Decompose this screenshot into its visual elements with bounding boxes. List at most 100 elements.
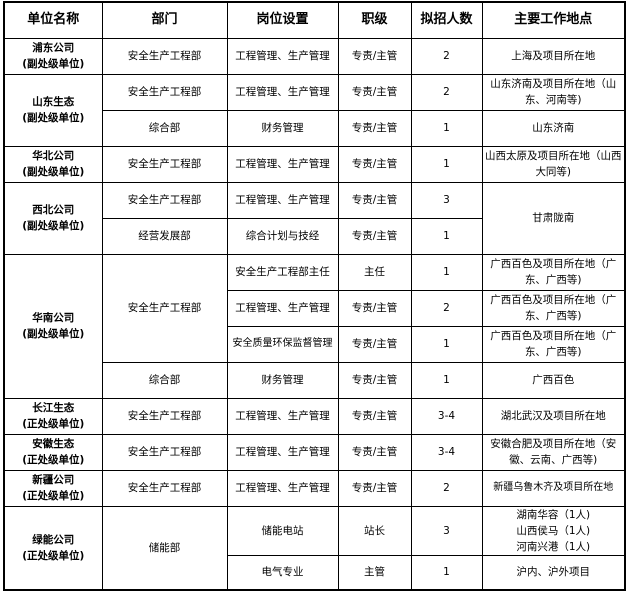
count-cell: 1 [410,554,483,591]
post-cell: 工程管理、生产管理 [226,73,339,111]
place-cell: 广西百色 [481,361,626,399]
grade-cell: 专责/主管 [337,433,412,471]
grade-cell: 专责/主管 [337,469,412,507]
place-cell: 安徽合肥及项目所在地（安徽、云南、广西等) [481,433,626,471]
dept-cell: 安全生产工程部 [101,469,228,507]
post-cell: 工程管理、生产管理 [226,397,339,435]
table-row: 新疆公司 (正处级单位) 安全生产工程部 工程管理、生产管理 专责/主管 2 新疆… [3,469,626,507]
header-post: 岗位设置 [226,1,339,39]
count-cell: 3-4 [410,397,483,435]
place-cell: 山东济南 [481,109,626,147]
table-row: 华北公司 (副处级单位) 安全生产工程部 工程管理、生产管理 专责/主管 1 山西… [3,145,626,183]
place-cell: 广西百色及项目所在地（广东、广西等) [481,253,626,291]
dept-cell: 安全生产工程部 [101,433,228,471]
dept-cell: 综合部 [101,109,228,147]
unit-cell: 华北公司 (副处级单位) [3,145,103,183]
table-row: 长江生态 (正处级单位) 安全生产工程部 工程管理、生产管理 专责/主管 3-4 … [3,397,626,435]
table-row: 综合部 财务管理 专责/主管 1 广西百色 [4,361,626,399]
grade-cell: 专责/主管 [337,217,412,255]
post-cell: 工程管理、生产管理 [226,145,339,183]
place-cell: 上海及项目所在地 [481,37,626,75]
post-cell: 安全质量环保监督管理 [226,325,339,363]
grade-cell: 专责/主管 [337,73,412,111]
place-cell: 甘肃陇南 [481,181,626,255]
recruitment-table: 单位名称 部门 岗位设置 职级 拟招人数 主要工作地点 浦东公司 (副处级单位) … [3,1,626,591]
grade-cell: 专责/主管 [337,181,412,219]
grade-cell: 专责/主管 [337,109,412,147]
grade-cell: 专责/主管 [337,289,412,327]
unit-cell: 山东生态 (副处级单位) [3,73,103,147]
unit-cell: 安徽生态 (正处级单位) [3,433,103,471]
count-cell: 1 [410,361,483,399]
grade-cell: 主任 [337,253,412,291]
unit-cell: 西北公司 (副处级单位) [3,181,103,255]
dept-cell: 安全生产工程部 [101,37,228,75]
count-cell: 1 [410,325,483,363]
post-cell: 安全生产工程部主任 [226,253,339,291]
count-cell: 3-4 [410,433,483,471]
table-row: 工程管理、生产管理 专责/主管 2 广西百色及项目所在地（广东、广西等) [4,289,626,327]
count-cell: 1 [410,145,483,183]
unit-cell: 浦东公司 (副处级单位) [3,37,103,75]
dept-cell: 安全生产工程部 [101,145,228,183]
post-cell: 工程管理、生产管理 [226,433,339,471]
dept-cell: 安全生产工程部 [101,181,228,219]
table-row: 安全质量环保监督管理 专责/主管 1 广西百色及项目所在地（广东、广西等) [4,325,626,363]
place-cell: 广西百色及项目所在地（广东、广西等) [481,289,626,327]
dept-cell: 安全生产工程部 [101,253,228,363]
dept-cell: 安全生产工程部 [101,73,228,111]
count-cell: 3 [410,181,483,219]
post-cell: 电气专业 [226,554,339,591]
table-row: 综合部 财务管理 专责/主管 1 山东济南 [4,109,626,147]
header-count: 拟招人数 [410,1,483,39]
post-cell: 工程管理、生产管理 [226,289,339,327]
grade-cell: 专责/主管 [337,361,412,399]
header-grade: 职级 [337,1,412,39]
count-cell: 2 [410,289,483,327]
header-row: 单位名称 部门 岗位设置 职级 拟招人数 主要工作地点 [3,1,626,39]
place-cell: 沪内、沪外项目 [481,554,626,591]
post-cell: 财务管理 [226,361,339,399]
header-place: 主要工作地点 [481,1,626,39]
grade-cell: 专责/主管 [337,145,412,183]
grade-cell: 站长 [337,505,412,556]
dept-cell: 安全生产工程部 [101,397,228,435]
table-row: 华南公司 (副处级单位) 安全生产工程部 安全生产工程部主任 主任 1 广西百色及… [3,253,626,399]
unit-cell: 新疆公司 (正处级单位) [3,469,103,507]
count-cell: 1 [410,217,483,255]
count-cell: 1 [410,253,483,291]
unit-cell: 华南公司 (副处级单位) [3,253,103,399]
place-cell: 广西百色及项目所在地（广东、广西等) [481,325,626,363]
table-row: 经营发展部 综合计划与技经 专责/主管 1 [4,217,625,255]
grade-cell: 主管 [337,554,412,591]
post-cell: 工程管理、生产管理 [226,181,339,219]
header-unit: 单位名称 [3,1,103,39]
place-cell: 湖北武汉及项目所在地 [481,397,626,435]
post-cell: 财务管理 [226,109,339,147]
place-cell: 山东济南及项目所在地（山东、河南等) [481,73,626,111]
grade-cell: 专责/主管 [337,325,412,363]
post-cell: 工程管理、生产管理 [226,469,339,507]
table-row: 西北公司 (副处级单位) 安全生产工程部 工程管理、生产管理 专责/主管 3 甘肃… [3,181,626,255]
count-cell: 3 [410,505,483,556]
table-row: 安徽生态 (正处级单位) 安全生产工程部 工程管理、生产管理 专责/主管 3-4 … [3,433,626,471]
dept-cell: 经营发展部 [101,217,228,255]
table-row: 绿能公司 (正处级单位) 储能部 储能电站 站长 3 湖南华容（1人) 山西侯马（1… [3,505,626,591]
place-cell: 新疆乌鲁木齐及项目所在地 [481,469,626,507]
unit-cell: 绿能公司 (正处级单位) [3,505,103,591]
count-cell: 1 [410,109,483,147]
unit-cell: 长江生态 (正处级单位) [3,397,103,435]
table-row: 浦东公司 (副处级单位) 安全生产工程部 工程管理、生产管理 专责/主管 2 上海… [3,37,626,75]
table-row: 电气专业 主管 1 沪内、沪外项目 [4,554,626,591]
count-cell: 2 [410,37,483,75]
dept-cell: 储能部 [101,505,228,591]
grade-cell: 专责/主管 [337,397,412,435]
header-dept: 部门 [101,1,228,39]
grade-cell: 专责/主管 [337,37,412,75]
place-cell: 山西太原及项目所在地（山西大同等) [481,145,626,183]
dept-cell: 综合部 [101,361,228,399]
post-cell: 综合计划与技经 [226,217,339,255]
post-cell: 储能电站 [226,505,339,556]
count-cell: 2 [410,73,483,111]
place-cell: 湖南华容（1人) 山西侯马（1人) 河南兴港（1人) [481,505,626,556]
